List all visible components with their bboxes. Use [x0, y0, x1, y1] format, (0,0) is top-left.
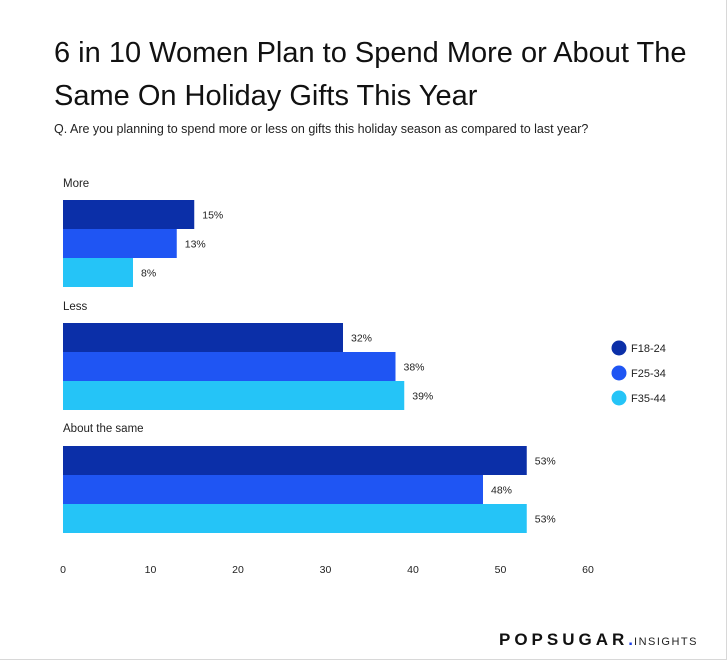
- legend-swatch-f25-34: [611, 365, 627, 381]
- category-label-more: More: [63, 178, 89, 190]
- category-label-about-the-same: About the same: [63, 423, 144, 435]
- legend-swatch-f35-44: [611, 390, 627, 406]
- x-tick-label-10: 10: [145, 564, 157, 576]
- data-label-less-f18-24: 32%: [351, 333, 372, 345]
- bar-less-f35-44: [63, 381, 405, 410]
- bar-about-the-same-f25-34: [63, 475, 483, 504]
- bar-more-f35-44: [63, 258, 133, 287]
- bar-about-the-same-f18-24: [63, 446, 527, 475]
- legend-label-f18-24: F18-24: [631, 343, 666, 355]
- bar-less-f25-34: [63, 352, 396, 381]
- x-tick-label-0: 0: [60, 564, 66, 576]
- x-tick-label-50: 50: [495, 564, 507, 576]
- legend-label-f25-34: F25-34: [631, 368, 666, 380]
- data-label-more-f35-44: 8%: [141, 268, 156, 280]
- chart-subtitle: Q. Are you planning to spend more or les…: [54, 122, 589, 136]
- x-tick-label-30: 30: [320, 564, 332, 576]
- data-label-less-f25-34: 38%: [404, 362, 425, 374]
- brand-suffix: INSIGHTS: [634, 636, 698, 648]
- bar-more-f25-34: [63, 229, 177, 258]
- legend-label-f35-44: F35-44: [631, 393, 666, 405]
- data-label-about-the-same-f18-24: 53%: [535, 456, 556, 468]
- brand-logo: POPSUGAR.INSIGHTS: [499, 630, 698, 650]
- bar-about-the-same-f35-44: [63, 504, 527, 533]
- data-label-about-the-same-f25-34: 48%: [491, 485, 512, 497]
- brand-name: POPSUGAR: [499, 630, 629, 649]
- bar-less-f18-24: [63, 323, 343, 352]
- data-label-about-the-same-f35-44: 53%: [535, 514, 556, 526]
- legend-swatch-f18-24: [611, 340, 627, 356]
- category-label-less: Less: [63, 301, 88, 313]
- data-label-more-f25-34: 13%: [185, 239, 206, 251]
- data-label-less-f35-44: 39%: [412, 391, 433, 403]
- x-tick-label-40: 40: [407, 564, 419, 576]
- x-tick-label-20: 20: [232, 564, 244, 576]
- bar-more-f18-24: [63, 200, 195, 229]
- brand-dot: .: [628, 630, 635, 649]
- x-tick-label-60: 60: [582, 564, 594, 576]
- chart-title: 6 in 10 Women Plan to Spend More or Abou…: [54, 37, 687, 112]
- data-label-more-f18-24: 15%: [202, 210, 223, 222]
